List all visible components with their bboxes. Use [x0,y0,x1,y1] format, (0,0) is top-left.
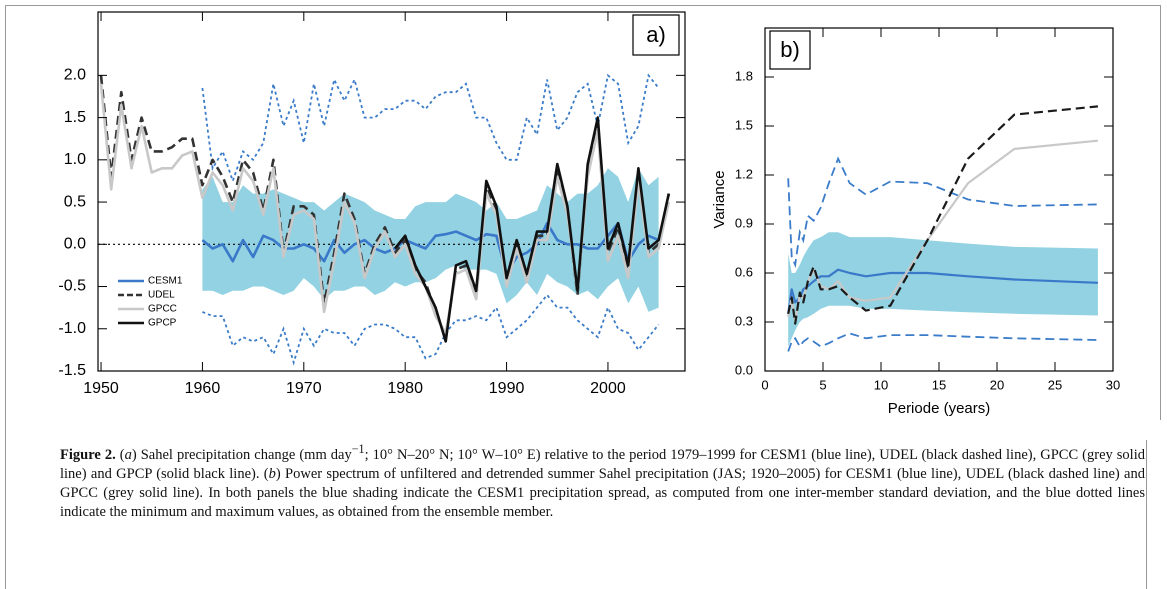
plot-content [98,73,685,366]
x-tick-label: 5 [819,377,826,392]
plot-frame [97,11,686,372]
y-tick-label: 0.0 [64,236,86,253]
caption-text: b [268,465,276,482]
y-tick-label: 1.5 [735,117,753,132]
y-tick-label: 1.0 [64,151,86,168]
x-tick-label: 20 [990,377,1004,392]
caption-text: a [124,446,132,463]
range-min [202,293,660,366]
x-tick-label: 1990 [489,380,525,397]
y-tick-label: 0.5 [64,193,86,210]
y-tick-label: 0.9 [735,215,753,230]
caption-text: ) Power spectrum of unfiltered and detre… [60,465,1145,520]
caption-text: ) Sahel precipitation change (mm day [131,446,352,463]
range-min [787,332,1098,352]
y-tick-label: 2.0 [64,67,86,84]
y-tick-label: 1.5 [64,109,86,126]
plot-frame [764,27,1114,372]
caption: Figure 2. (a) Sahel precipitation change… [60,440,1145,522]
panel-label: b) [780,37,800,62]
spread-band [788,232,1098,347]
x-tick-label: 0 [761,377,768,392]
caption-text: ; 10° N–20° N; 10° W–10° E) relative to … [60,446,1145,482]
x-tick-label: 1970 [286,380,322,397]
x-tick-label: 30 [1106,377,1120,392]
panel-label-box [769,30,811,70]
x-tick-label: 15 [932,377,946,392]
plot-content [787,105,1099,352]
y-tick-label: -1.0 [58,320,86,337]
caption-text: −1 [351,442,365,456]
figure-frame [5,5,1161,589]
series-line [787,105,1099,325]
range-max [201,73,660,184]
legend-label: GPCP [148,318,177,329]
x-tick-label: 25 [1048,377,1062,392]
range-max [787,156,1098,269]
series-line [393,116,671,343]
spread-band [202,168,659,312]
y-tick-label: 1.8 [735,68,753,83]
legend-label: UDEL [148,290,175,301]
x-tick-label: 1980 [387,380,423,397]
panel-label: a) [646,22,666,47]
y-tick-label: 0.6 [735,264,753,279]
x-tick-label: 1950 [83,380,119,397]
x-axis-label: Periode (years) [888,400,991,417]
y-tick-label: -0.5 [58,278,86,295]
y-tick-label: -1.5 [58,362,86,379]
x-tick-label: 1960 [185,380,221,397]
legend-label: GPCC [148,304,177,315]
series-line [99,75,671,339]
y-tick-label: 0.3 [735,313,753,328]
y-tick-label: 0.0 [735,362,753,377]
x-tick-label: 10 [874,377,888,392]
caption-text: ( [115,446,125,463]
y-tick-label: 1.2 [735,166,753,181]
x-tick-label: 2000 [590,380,626,397]
legend-label: CESM1 [148,276,183,287]
y-axis-label: Variance [711,170,728,228]
caption-text: Figure 2. [60,446,116,463]
panel-label-box [632,14,680,56]
